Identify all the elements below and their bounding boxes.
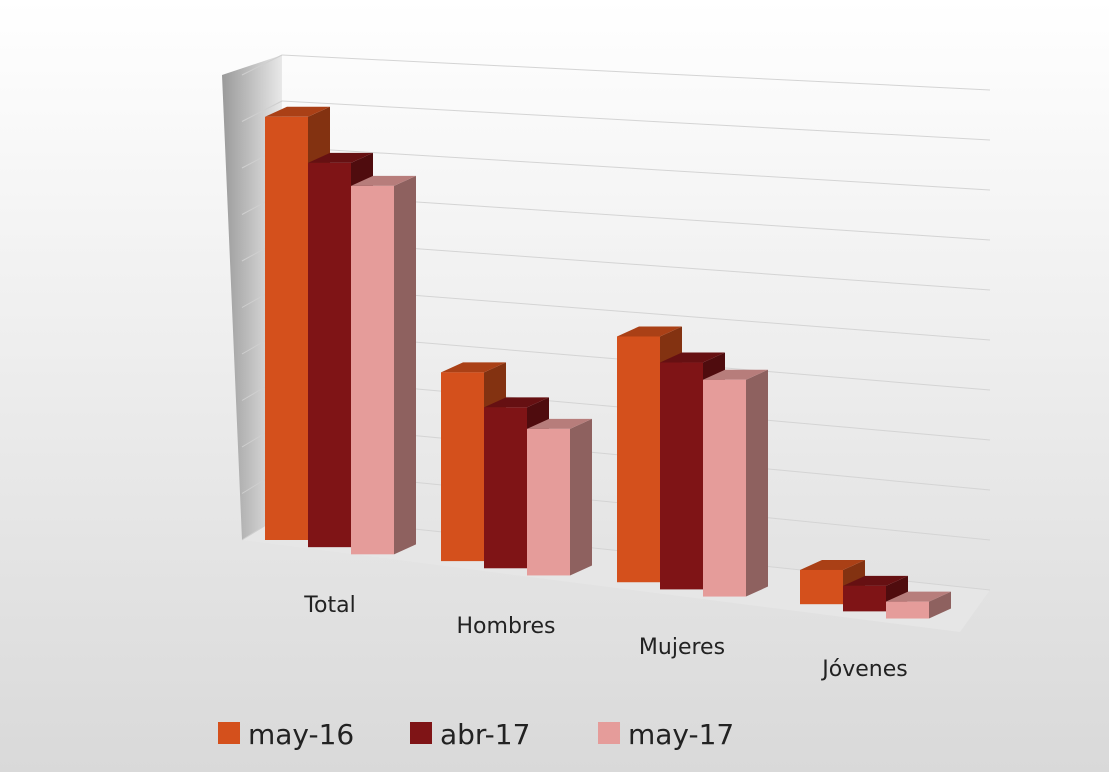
bar-top xyxy=(703,369,768,380)
bar-top xyxy=(527,418,592,429)
bar-top xyxy=(843,575,908,586)
bar xyxy=(843,585,886,612)
legend-label: abr-17 xyxy=(440,718,530,751)
bar xyxy=(308,162,351,548)
wall-line xyxy=(241,54,283,76)
bar-side xyxy=(570,418,592,576)
x-tick-label: Jóvenes xyxy=(820,657,907,682)
bar xyxy=(441,372,484,562)
grid-line xyxy=(281,100,991,141)
bar xyxy=(351,185,394,555)
bar-top xyxy=(886,591,951,602)
bar-top xyxy=(441,362,506,373)
legend-label: may-16 xyxy=(248,718,354,751)
bar-side xyxy=(929,591,951,619)
bar-top xyxy=(484,397,549,408)
bar-top xyxy=(265,106,330,117)
wall-line xyxy=(241,100,283,122)
legend-swatch xyxy=(218,722,240,744)
bar-top xyxy=(800,559,865,570)
x-tick-label: Hombres xyxy=(457,614,556,639)
bar xyxy=(527,428,570,576)
x-tick-label: Total xyxy=(303,593,355,618)
grid-line xyxy=(281,54,991,91)
bar-top xyxy=(351,175,416,186)
legend-swatch xyxy=(410,722,432,744)
legend-label: may-17 xyxy=(628,718,734,751)
bar-side xyxy=(746,369,768,597)
bar-top xyxy=(308,152,373,163)
bar xyxy=(265,116,308,541)
bar xyxy=(484,407,527,569)
legend-swatch xyxy=(598,722,620,744)
bar xyxy=(617,336,660,583)
x-tick-label: Mujeres xyxy=(639,635,725,660)
bar xyxy=(800,569,843,605)
bar xyxy=(660,362,703,590)
bar xyxy=(703,379,746,597)
grid-line xyxy=(281,146,991,191)
bar-top xyxy=(660,352,725,363)
bar-top xyxy=(617,326,682,337)
bar-side xyxy=(394,175,416,555)
bar xyxy=(886,601,929,619)
